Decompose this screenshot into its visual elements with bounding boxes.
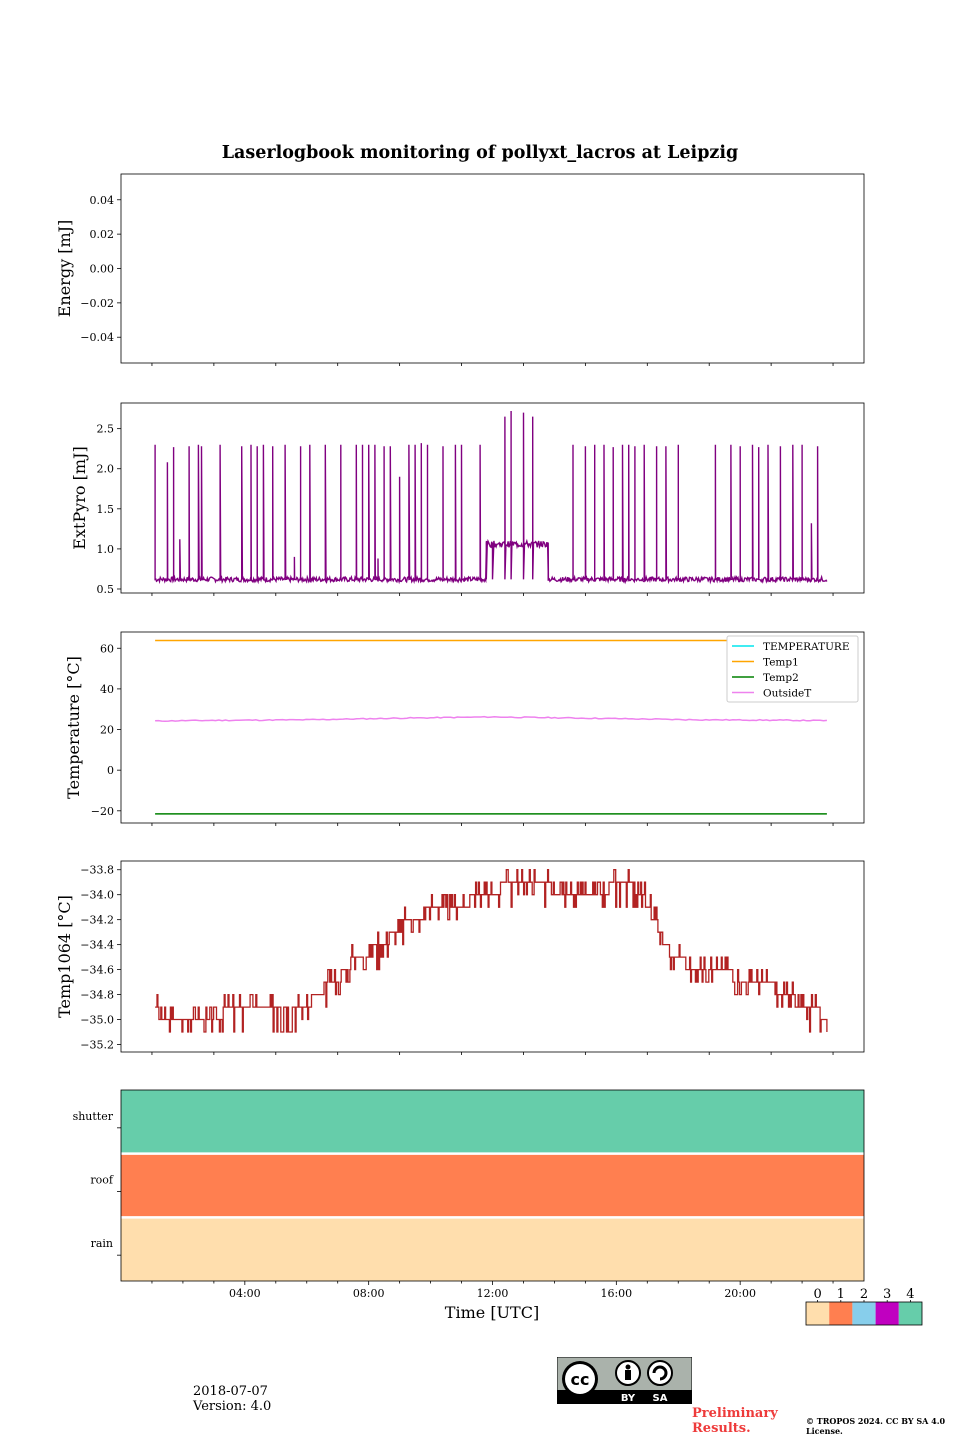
y-tick-label: −0.02 [80,297,114,310]
colorbar-cell [852,1302,876,1325]
cc-sa-text: SA [653,1393,668,1404]
date-label: 2018-07-07 [193,1384,268,1399]
plot-frame [120,631,865,824]
svg-text:cc: cc [571,1370,590,1389]
x-tick-label: 08:00 [353,1287,385,1300]
panel-4: −33.8 −34.0 −34.2 −34.4 −34.6 −34.8 −35.0 −35.2… [55,860,865,1055]
y-tick-label: 0.5 [97,583,115,596]
cc-by-sa-logo: cc BY SA [557,1357,692,1404]
y-axis-label: Energy [mJ] [55,220,74,318]
row-label: shutter [73,1110,114,1123]
x-tick-label: 20:00 [724,1287,756,1300]
legend-entry: Temp2 [763,672,799,684]
preliminary-note: Preliminary Results. [692,1406,778,1436]
y-tick-label: 20 [100,724,114,737]
panel-3: 60 40 20 0 −20 Temperature [°C] TEMPERATURE Tem… [64,631,865,826]
series-line [155,869,828,1033]
colorbar-cell [898,1302,922,1325]
colorbar-cell [806,1302,830,1325]
y-axis-label: ExtPyro [mJ] [70,446,89,549]
colorbar-cell [829,1302,853,1325]
legend-entry: Temp1 [763,657,799,669]
x-axis-label: Time [UTC] [445,1303,539,1322]
legend-entry: OutsideT [763,688,811,700]
y-tick-label: 1.0 [97,543,115,556]
plot-frame [120,860,865,1053]
colorbar-tick-label: 0 [813,1287,821,1302]
y-tick-label: 0 [107,764,114,777]
legend-entry: TEMPERATURE [763,641,850,653]
y-tick-label: −34.0 [80,889,114,902]
panel-1: 0.04 0.02 0.00 −0.02 −0.04 Energy [mJ] [55,173,865,366]
series-line [154,411,828,585]
y-tick-label: 0.02 [90,228,115,241]
y-tick-label: 60 [100,642,114,655]
copyright-note: © TROPOS 2024. CC BY SA 4.0 License. [806,1416,946,1436]
y-tick-label: 2.5 [97,423,115,436]
y-tick-label: −0.04 [80,331,114,344]
chart-title: Laserlogbook monitoring of pollyxt_lacro… [222,143,739,163]
y-tick-label: −34.2 [80,914,114,927]
y-tick-label: 0.00 [90,263,115,276]
status-band-roof [121,1153,864,1218]
plot-area [121,174,864,363]
y-axis-label: Temp1064 [°C] [55,895,74,1018]
legend-box [726,635,859,703]
x-tick-label: 12:00 [477,1287,509,1300]
y-tick-label: −34.4 [80,939,114,952]
colorbar-cell [875,1302,899,1325]
row-label: roof [90,1174,114,1187]
y-axis-label: Temperature [°C] [64,656,83,799]
row-label: rain [91,1237,113,1250]
panel-5: shutter roof rain 04:00 08:00 12:00 16:00 20:00… [73,1089,923,1326]
panel-2: 0.5 1.0 1.5 2.0 2.5 ExtPyro [mJ] [70,402,865,596]
colorbar-tick-label: 2 [860,1287,868,1302]
y-tick-label: −33.8 [80,864,114,877]
y-tick-label: −35.0 [80,1014,114,1027]
x-tick-label: 16:00 [600,1287,632,1300]
y-tick-label: −34.6 [80,964,114,977]
cc-by-text: BY [621,1393,636,1404]
y-tick-label: 1.5 [97,503,115,516]
series-line [155,715,827,723]
y-tick-label: 0.04 [90,194,115,207]
version-label: Version: 4.0 [193,1399,272,1414]
y-tick-label: 40 [100,683,114,696]
y-tick-label: −20 [91,805,114,818]
colorbar-tick-label: 4 [906,1287,914,1302]
plot-frame [120,173,865,364]
colorbar-tick-label: 1 [837,1287,845,1302]
plot-frame [120,402,865,594]
y-tick-label: −35.2 [80,1039,114,1052]
y-tick-label: −34.8 [80,989,114,1002]
x-tick-label: 04:00 [229,1287,261,1300]
colorbar-tick-label: 3 [883,1287,891,1302]
colorbar-frame [805,1301,923,1326]
status-band-shutter [121,1090,864,1154]
status-band-rain [121,1217,864,1281]
y-tick-label: 2.0 [97,463,115,476]
